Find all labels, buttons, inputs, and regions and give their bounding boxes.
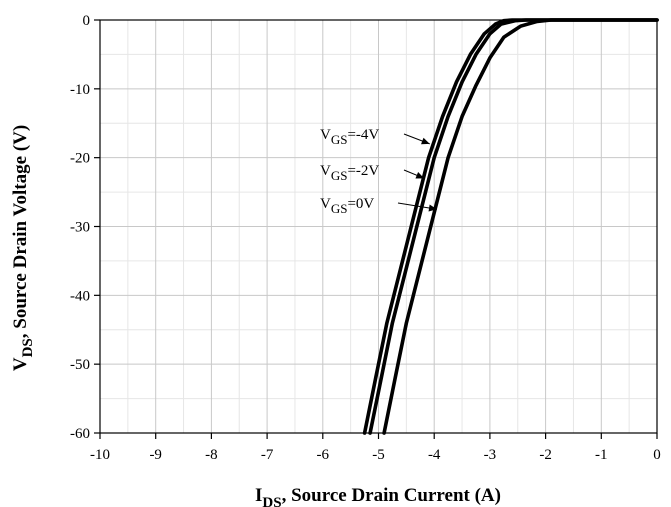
legend-arrowhead-2 bbox=[428, 204, 437, 212]
y-axis-title-sub: DS bbox=[20, 338, 36, 357]
y-tick-label: -40 bbox=[70, 288, 90, 304]
legend-arrowhead-1 bbox=[415, 172, 425, 179]
axis-ticks bbox=[94, 19, 658, 439]
legend-arrowhead-0 bbox=[421, 137, 430, 145]
y-tick-label: -10 bbox=[70, 82, 90, 98]
x-axis-title-rest: , Source Drain Current (A) bbox=[282, 485, 501, 506]
series-lines bbox=[362, 18, 659, 435]
x-tick-label: -1 bbox=[595, 447, 608, 463]
x-tick-label: -6 bbox=[317, 447, 330, 463]
y-tick-label: -20 bbox=[70, 151, 90, 167]
legend-label-1: VGS=-2V bbox=[320, 163, 379, 183]
grid-major bbox=[100, 20, 657, 433]
x-tick-label: -7 bbox=[261, 447, 274, 463]
y-axis-title-main: V bbox=[10, 357, 31, 371]
y-axis-title: VDS, Source Drain Voltage (V) bbox=[10, 125, 36, 371]
legend-label-0: VGS=-4V bbox=[320, 127, 379, 147]
x-tick-label: -9 bbox=[149, 447, 162, 463]
x-tick-label: -10 bbox=[90, 447, 110, 463]
y-tick-label: 0 bbox=[83, 13, 91, 29]
x-tick-label: -5 bbox=[372, 447, 385, 463]
y-tick-label: -50 bbox=[70, 357, 90, 373]
x-tick-label: -2 bbox=[539, 447, 552, 463]
x-tick-label: -4 bbox=[428, 447, 441, 463]
x-tick-labels: -10 -9 -8 -7 -6 -5 -4 -3 -2 -1 0 bbox=[90, 447, 661, 463]
x-axis-title-sub: DS bbox=[262, 495, 281, 507]
x-tick-label: -3 bbox=[484, 447, 497, 463]
y-axis-title-rest: , Source Drain Voltage (V) bbox=[10, 125, 31, 338]
y-tick-labels: 0 -10 -20 -30 -40 -50 -60 bbox=[70, 13, 90, 442]
series-line-1 bbox=[368, 18, 659, 435]
legend: VGS=-4V VGS=-2V VGS=0V bbox=[320, 127, 438, 216]
legend-label-2: VGS=0V bbox=[320, 196, 374, 216]
x-tick-label: -8 bbox=[205, 447, 218, 463]
y-tick-label: -60 bbox=[70, 426, 90, 442]
x-axis-title-main: I bbox=[255, 485, 262, 506]
x-axis-title: IDS, Source Drain Current (A) bbox=[255, 485, 501, 507]
y-tick-label: -30 bbox=[70, 220, 90, 236]
x-tick-label: 0 bbox=[653, 447, 661, 463]
series-line-2 bbox=[382, 18, 659, 435]
